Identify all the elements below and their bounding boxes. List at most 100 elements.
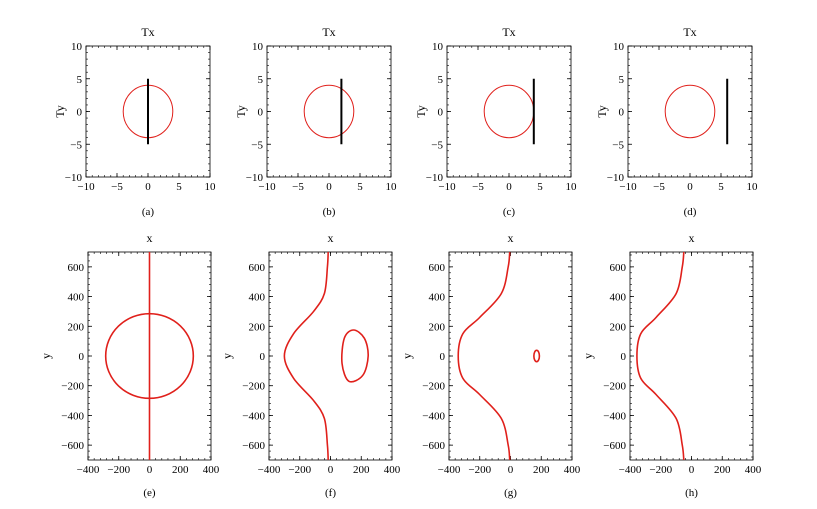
x-tick-label: 0 — [326, 181, 332, 193]
panel-b: −10 −5 0 5 10 −10 −5 0 5 10 Tx Ty (b) — [234, 25, 397, 218]
data-layer — [664, 78, 729, 145]
x-tick-label: −200 — [649, 464, 672, 476]
y-tick-label: 10 — [432, 41, 444, 53]
panel-e: −400 −200 0 200 400 −600 −400 −200 0 200 400 600 x y (… — [39, 231, 220, 499]
panel-f: −400 −200 0 200 400 −600 −400 −200 0 200 400 600 x y (… — [220, 231, 401, 499]
y-tick-label: 5 — [258, 74, 264, 86]
y-axis-label: y — [400, 353, 414, 359]
x-tick-label: −400 — [77, 464, 100, 476]
x-tick-label: −5 — [292, 181, 304, 193]
y-tick-label: 400 — [249, 292, 266, 304]
y-tick-label: 10 — [71, 41, 83, 53]
y-tick-label: −600 — [603, 440, 626, 452]
panel-caption: (h) — [685, 487, 698, 499]
plot-title: x — [147, 231, 153, 245]
y-axis-label: Ty — [234, 105, 248, 118]
x-tick-label: 200 — [714, 464, 731, 476]
y-axis-label: y — [220, 353, 234, 359]
x-tick-label: 400 — [384, 464, 401, 476]
x-tick-label: −10 — [438, 181, 456, 193]
circle-curve — [664, 84, 716, 139]
panel-caption: (f) — [325, 487, 336, 499]
y-tick-label: 5 — [438, 74, 444, 86]
open-curve — [457, 252, 511, 460]
x-tick-label: 200 — [353, 464, 370, 476]
x-tick-label: 5 — [357, 181, 363, 193]
plot-frame — [448, 251, 573, 461]
y-tick-label: 5 — [619, 74, 625, 86]
x-tick-label: 0 — [145, 181, 151, 193]
data-layer — [303, 78, 355, 145]
y-tick-label: 200 — [249, 321, 266, 333]
plot-frame — [266, 45, 392, 178]
data-layer — [122, 78, 174, 145]
plot-title: x — [508, 231, 514, 245]
y-tick-label: 10 — [252, 41, 264, 53]
panel-caption: (b) — [323, 206, 336, 218]
y-tick-label: 200 — [429, 321, 446, 333]
x-tick-label: −10 — [77, 181, 95, 193]
panel-caption: (a) — [142, 206, 155, 218]
open-curve — [283, 252, 329, 460]
plot-frame — [446, 45, 572, 178]
y-tick-label: 400 — [429, 292, 446, 304]
y-tick-label: −10 — [607, 172, 625, 184]
plot-frame — [629, 251, 754, 461]
y-tick-label: −10 — [65, 172, 83, 184]
y-tick-label: 200 — [610, 321, 627, 333]
y-tick-label: 0 — [258, 107, 264, 119]
x-tick-label: 200 — [172, 464, 189, 476]
y-tick-label: −400 — [422, 410, 445, 422]
circle-curve — [483, 84, 535, 139]
x-tick-label: −400 — [438, 464, 461, 476]
closed-loop-curve — [533, 349, 541, 363]
panel-caption: (e) — [143, 487, 156, 499]
x-tick-label: −200 — [288, 464, 311, 476]
y-tick-label: −10 — [246, 172, 264, 184]
x-tick-label: 5 — [718, 181, 724, 193]
y-axis-label: y — [39, 353, 53, 359]
data-layer — [283, 252, 369, 460]
y-tick-label: 600 — [249, 262, 266, 274]
panel-d: −10 −5 0 5 10 −10 −5 0 5 10 Tx Ty (d) — [595, 25, 758, 218]
y-tick-label: 600 — [429, 262, 446, 274]
y-tick-label: 5 — [77, 74, 83, 86]
y-tick-label: −600 — [61, 440, 84, 452]
y-tick-label: 0 — [619, 107, 625, 119]
x-tick-label: 10 — [386, 181, 398, 193]
plot-title: x — [328, 231, 334, 245]
closed-loop-curve — [340, 329, 369, 383]
panel-h: −400 −200 0 200 400 −600 −400 −200 0 200 400 600 x y (… — [581, 231, 762, 499]
x-tick-label: −400 — [619, 464, 642, 476]
y-axis-label: y — [581, 353, 595, 359]
x-tick-label: −10 — [619, 181, 637, 193]
x-tick-label: 10 — [566, 181, 578, 193]
x-tick-label: 400 — [745, 464, 762, 476]
y-axis-label: Ty — [53, 105, 67, 118]
x-tick-label: −200 — [468, 464, 491, 476]
y-tick-label: −200 — [422, 381, 445, 393]
y-tick-label: −400 — [242, 410, 265, 422]
y-tick-label: −400 — [61, 410, 84, 422]
x-tick-label: −200 — [107, 464, 130, 476]
y-tick-label: −10 — [426, 172, 444, 184]
panel-caption: (c) — [503, 206, 516, 218]
x-tick-label: 0 — [687, 181, 693, 193]
y-tick-label: −5 — [251, 139, 263, 151]
plot-title: Tx — [141, 25, 154, 39]
plot-frame — [268, 251, 393, 461]
x-tick-label: −400 — [258, 464, 281, 476]
x-tick-label: 10 — [205, 181, 217, 193]
panel-a: −10 −5 0 5 10 −10 −5 0 5 10 Tx Ty (a) — [53, 25, 216, 218]
y-tick-label: 600 — [68, 262, 85, 274]
y-tick-label: −5 — [431, 139, 443, 151]
y-tick-label: 400 — [610, 292, 627, 304]
y-tick-label: 400 — [68, 292, 85, 304]
x-tick-label: 10 — [747, 181, 759, 193]
data-layer — [104, 252, 195, 460]
x-tick-label: −5 — [111, 181, 123, 193]
y-tick-label: 0 — [260, 351, 266, 363]
y-tick-label: −200 — [61, 381, 84, 393]
x-tick-label: 400 — [564, 464, 581, 476]
